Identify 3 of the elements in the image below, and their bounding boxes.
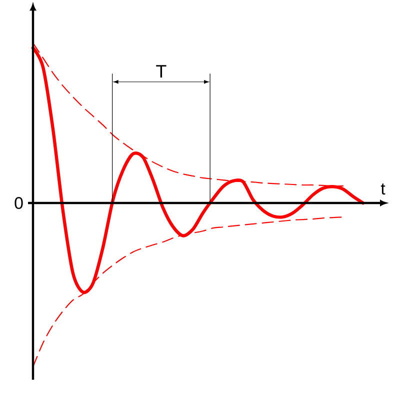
text: 0	[14, 197, 23, 210]
x-axis-title: t	[380, 183, 386, 195]
annotation: T	[156, 65, 166, 78]
